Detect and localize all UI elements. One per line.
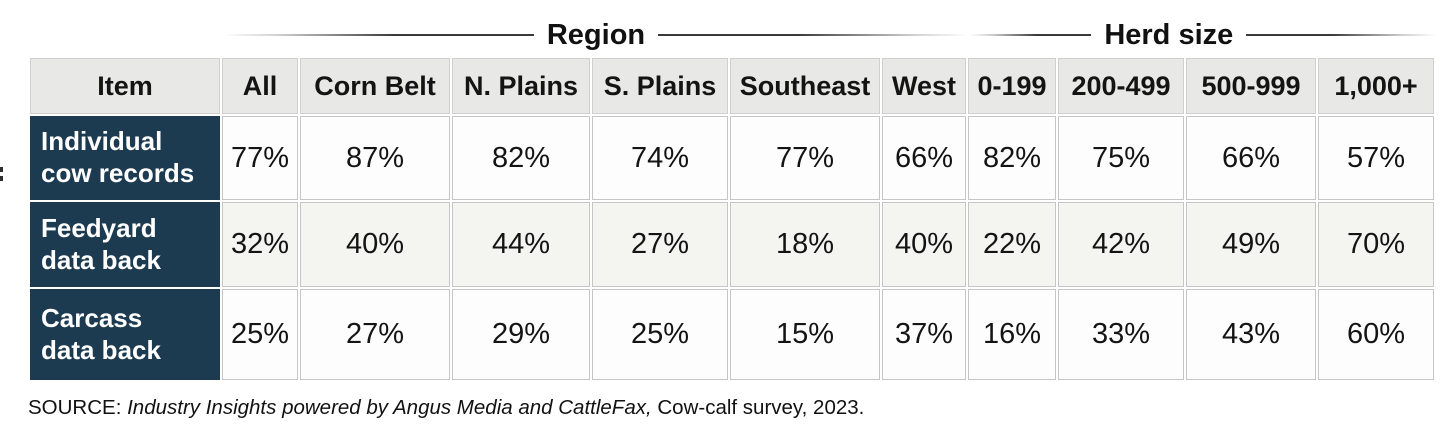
herd-size-group-label: Herd size (1104, 18, 1234, 51)
table-row-carcass-data-back: Carcass data back 25% 27% 29% 25% 15% 37… (30, 289, 1434, 380)
source-line: SOURCE: Industry Insights powered by Ang… (28, 396, 864, 420)
data-cell: 66% (882, 116, 966, 200)
column-header-0-199: 0-199 (968, 58, 1056, 114)
data-cell: 32% (222, 202, 298, 287)
row-label-line: Carcass (41, 302, 143, 333)
data-cell: 40% (300, 202, 450, 287)
data-cell: 77% (222, 116, 298, 200)
column-group-header-row: Region Herd size (28, 16, 1436, 54)
data-cell: 82% (968, 116, 1056, 200)
row-label-line: data back (41, 244, 161, 275)
column-group-region: Region (224, 16, 968, 54)
data-cell: 25% (592, 289, 728, 380)
data-cell: 37% (882, 289, 966, 380)
data-cell: 42% (1058, 202, 1184, 287)
row-label: Feedyard data back (30, 202, 220, 287)
data-cell: 29% (452, 289, 590, 380)
data-cell: 33% (1058, 289, 1184, 380)
table-row-individual-cow-records: Individual cow records 77% 87% 82% 74% 7… (30, 116, 1434, 200)
column-header-item: Item (30, 58, 220, 114)
data-cell: 87% (300, 116, 450, 200)
data-cell: 15% (730, 289, 880, 380)
column-header-southeast: Southeast (730, 58, 880, 114)
survey-data-table: Item All Corn Belt N. Plains S. Plains S… (28, 56, 1436, 382)
row-label: Carcass data back (30, 289, 220, 380)
row-label-line: data back (41, 334, 161, 365)
cropped-edge-artifact (0, 167, 4, 183)
region-right-rule (658, 34, 968, 36)
herd-size-right-rule (1246, 34, 1436, 36)
column-header-s-plains: S. Plains (592, 58, 728, 114)
table-row-feedyard-data-back: Feedyard data back 32% 40% 44% 27% 18% 4… (30, 202, 1434, 287)
data-cell: 44% (452, 202, 590, 287)
data-cell: 43% (1186, 289, 1316, 380)
row-label-line: cow records (41, 158, 195, 188)
herd-size-left-rule (970, 34, 1092, 36)
data-cell: 27% (300, 289, 450, 380)
column-header-all: All (222, 58, 298, 114)
row-label: Individual cow records (30, 116, 220, 200)
data-cell: 40% (882, 202, 966, 287)
data-cell: 22% (968, 202, 1056, 287)
column-header-corn-belt: Corn Belt (300, 58, 450, 114)
data-cell: 18% (730, 202, 880, 287)
column-header-200-499: 200-499 (1058, 58, 1184, 114)
region-left-rule (224, 34, 534, 36)
source-prefix: SOURCE: (28, 396, 128, 419)
data-cell: 82% (452, 116, 590, 200)
data-cell: 66% (1186, 116, 1316, 200)
column-group-herd-size: Herd size (970, 16, 1436, 54)
data-cell: 25% (222, 289, 298, 380)
source-survey-text: Cow-calf survey, 2023. (651, 396, 865, 419)
data-cell: 74% (592, 116, 728, 200)
data-cell: 60% (1318, 289, 1434, 380)
data-cell: 77% (730, 116, 880, 200)
data-cell: 75% (1058, 116, 1184, 200)
row-label-line: Feedyard (41, 212, 157, 243)
row-label-line: Individual (41, 126, 163, 157)
data-cell: 70% (1318, 202, 1434, 287)
region-group-label: Region (546, 18, 646, 51)
column-header-n-plains: N. Plains (452, 58, 590, 114)
data-cell: 16% (968, 289, 1056, 380)
column-header-500-999: 500-999 (1186, 58, 1316, 114)
column-header-west: West (882, 58, 966, 114)
column-header-1000-plus: 1,000+ (1318, 58, 1434, 114)
data-cell: 27% (592, 202, 728, 287)
data-cell: 57% (1318, 116, 1434, 200)
source-italic-citation: Industry Insights powered by Angus Media… (127, 396, 652, 419)
data-cell: 49% (1186, 202, 1316, 287)
table-header-row: Item All Corn Belt N. Plains S. Plains S… (30, 58, 1434, 114)
